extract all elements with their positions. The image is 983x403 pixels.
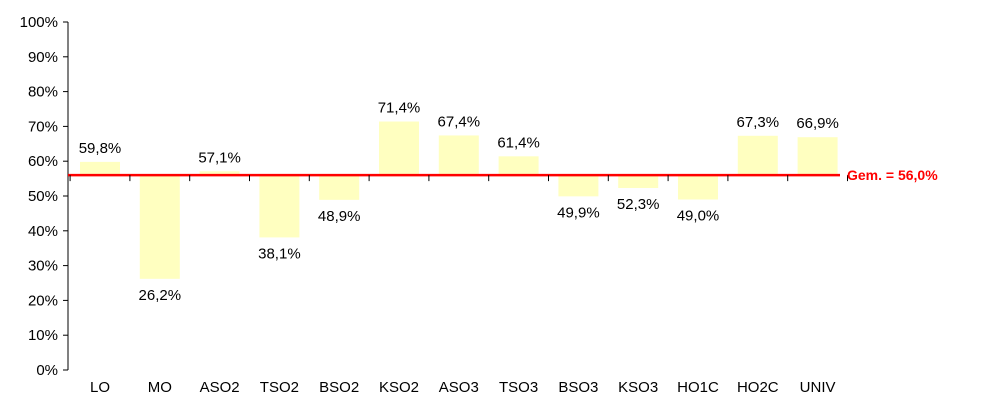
- bar-ho2c: [737, 135, 778, 176]
- data-label: 66,9%: [796, 115, 839, 132]
- x-tick-label: TSO3: [499, 379, 538, 396]
- x-tick-label: KSO2: [379, 379, 419, 396]
- x-axis-labels: LO MO ASO2 TSO2 BSO2 KSO2 ASO3 TSO3 BSO3 KSO3 HO1C…: [90, 379, 836, 396]
- bar-kso2: [379, 121, 419, 176]
- y-tick-label: 80%: [28, 84, 58, 101]
- data-label: 48,9%: [318, 208, 361, 225]
- bar-aso2: [199, 171, 240, 176]
- bar-ho1c: [678, 175, 718, 200]
- data-label: 49,0%: [677, 207, 720, 224]
- y-tick-label: 50%: [28, 188, 58, 205]
- data-label: 61,4%: [497, 134, 540, 151]
- y-tick-label: 10%: [28, 327, 58, 344]
- data-label: 67,3%: [737, 114, 780, 131]
- y-tick-label: 0%: [36, 362, 58, 379]
- average-line-group: [68, 173, 848, 182]
- data-label: 49,9%: [557, 204, 600, 221]
- bar-bso2: [319, 175, 360, 200]
- bar-aso3: [438, 135, 479, 176]
- bar-lo: [80, 161, 120, 176]
- y-tick-label: 60%: [28, 153, 58, 170]
- x-tick-label: BSO2: [319, 379, 359, 396]
- bar-kso3: [618, 175, 659, 188]
- bars: [80, 121, 838, 279]
- x-tick-label: UNIV: [800, 379, 836, 396]
- data-label: 67,4%: [438, 113, 481, 130]
- bar-mo: [139, 175, 180, 279]
- data-labels: 59,8% 26,2% 57,1% 38,1% 48,9% 71,4% 67,4% 61,4%…: [79, 100, 839, 304]
- y-tick-label: 100%: [20, 14, 58, 31]
- data-label: 71,4%: [378, 100, 421, 117]
- bar-tso2: [259, 175, 300, 238]
- x-tick-label: ASO2: [200, 379, 240, 396]
- data-label: 57,1%: [198, 149, 241, 166]
- y-tick-label: 90%: [28, 49, 58, 66]
- y-tick-label: 40%: [28, 223, 58, 240]
- bar-tso3: [498, 156, 539, 176]
- x-tick-label: MO: [148, 379, 172, 396]
- x-tick-label: ASO3: [439, 379, 479, 396]
- x-tick-label: TSO2: [260, 379, 299, 396]
- x-tick-label: HO2C: [737, 379, 779, 396]
- y-tick-label: 70%: [28, 118, 58, 135]
- x-tick-label: LO: [90, 379, 110, 396]
- y-tick-label: 30%: [28, 258, 58, 275]
- y-tick-label: 20%: [28, 292, 58, 309]
- data-label: 59,8%: [79, 140, 122, 157]
- y-axis: 0% 10% 20% 30% 40% 50% 60% 70% 80% 90% 100%: [20, 14, 69, 379]
- x-tick-label: KSO3: [618, 379, 658, 396]
- data-label: 26,2%: [139, 287, 182, 304]
- bar-bso3: [558, 175, 599, 197]
- data-label: 38,1%: [258, 245, 301, 262]
- bar-univ: [797, 137, 838, 176]
- x-tick-label: BSO3: [558, 379, 598, 396]
- data-label: 52,3%: [617, 196, 660, 213]
- x-tick-label: HO1C: [677, 379, 719, 396]
- average-label: Gem. = 56,0%: [847, 167, 938, 183]
